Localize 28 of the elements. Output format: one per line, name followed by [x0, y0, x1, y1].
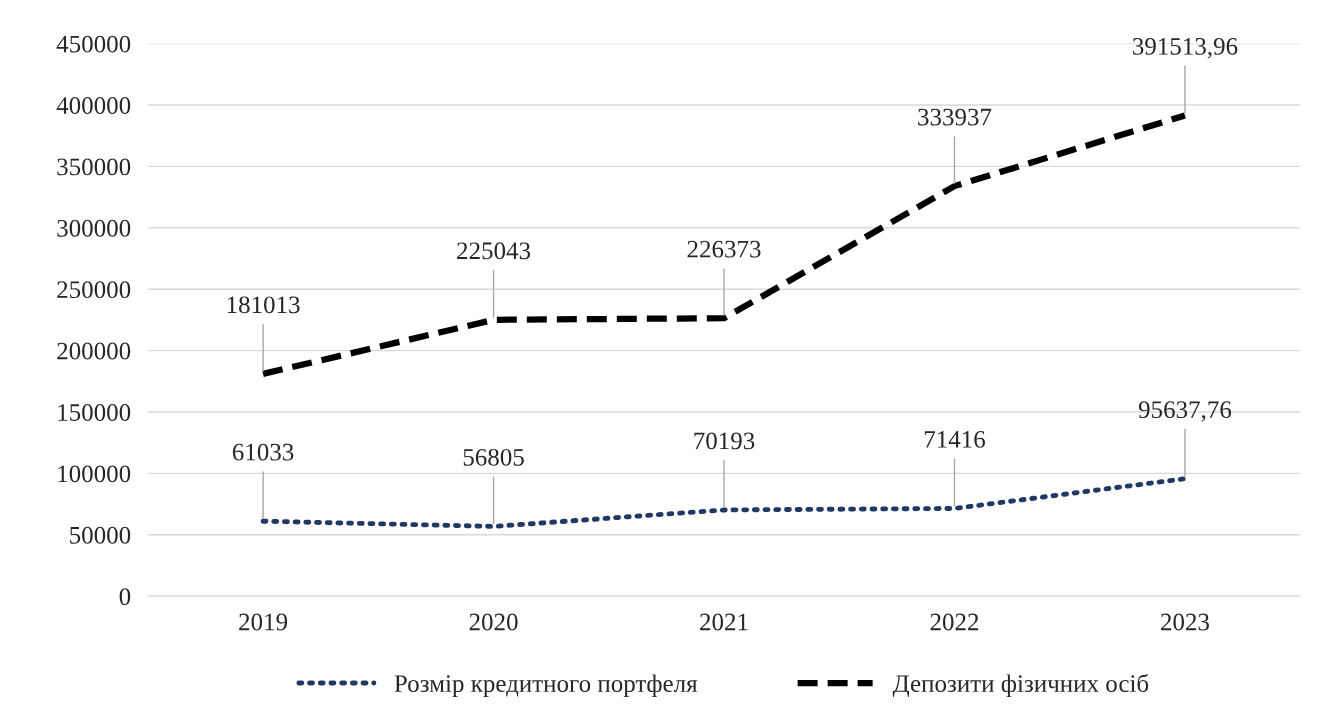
data-label: 226373 — [687, 240, 761, 258]
data-label: 70193 — [694, 432, 755, 450]
line-series — [260, 476, 1188, 529]
data-label: 225043 — [457, 242, 531, 260]
y-tick-label: 300000 — [57, 219, 131, 237]
data-label: 56805 — [463, 448, 524, 466]
x-tick-label: 2022 — [930, 613, 979, 631]
y-tick-label: 100000 — [58, 465, 131, 483]
y-tick-label: 250000 — [57, 281, 131, 299]
y-tick-label: 200000 — [57, 342, 131, 360]
x-tick-label: 2023 — [1161, 613, 1209, 631]
y-tick-label: 400000 — [56, 97, 131, 114]
data-label: 71416 — [924, 431, 985, 448]
data-label: 181013 — [227, 296, 300, 314]
data-label: 333937 — [918, 108, 992, 126]
y-tick-label: 150000 — [58, 404, 131, 421]
y-tick-label: 350000 — [57, 158, 131, 176]
data-label: 61033 — [232, 443, 294, 461]
legend-label: Розмір кредитного портфеля — [394, 674, 698, 698]
data-label: 391513,96 — [1133, 38, 1238, 59]
y-tick-label: 0 — [119, 588, 131, 606]
x-tick-label: 2020 — [469, 613, 518, 631]
y-tick-label: 450000 — [56, 35, 131, 53]
x-tick-label: 2019 — [239, 613, 288, 631]
data-label: 95637,76 — [1138, 401, 1232, 422]
y-tick-label: 50000 — [70, 526, 131, 544]
legend-label: Депозити фізичних осіб — [892, 673, 1149, 698]
x-tick-label: 2021 — [700, 613, 748, 631]
